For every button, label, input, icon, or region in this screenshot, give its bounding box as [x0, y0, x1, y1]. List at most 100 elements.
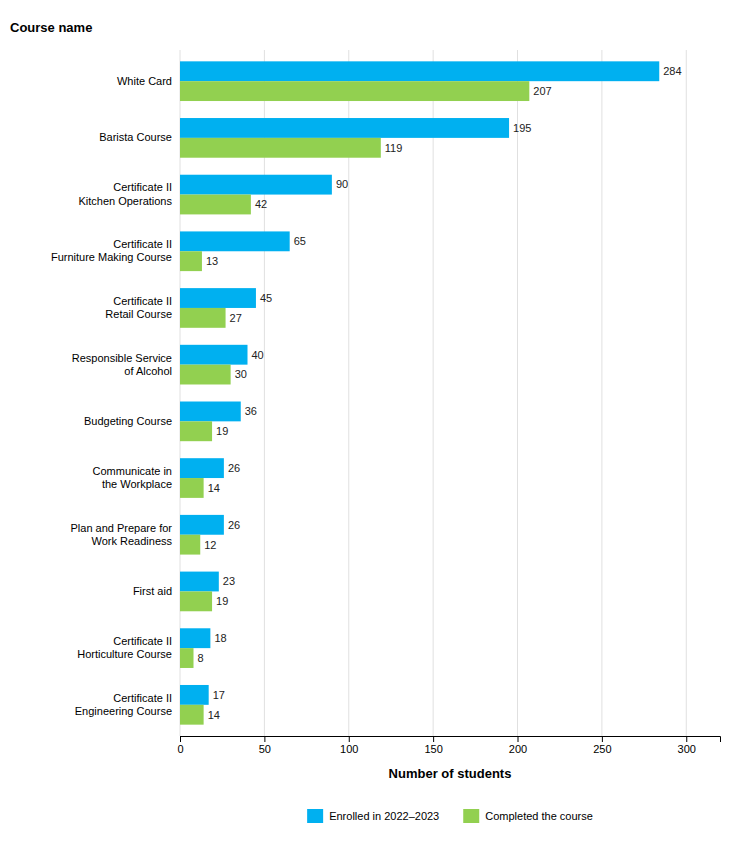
x-tick-label: 50 — [259, 743, 271, 755]
x-tick-mark — [264, 736, 265, 742]
y-tick-label: Responsible Serviceof Alcohol — [72, 352, 172, 377]
bar — [180, 231, 290, 251]
x-tick: 250 — [593, 736, 611, 755]
y-tick: Communicate inthe Workplace — [93, 465, 172, 490]
y-tick-label-line: Engineering Course — [75, 705, 172, 717]
x-tick-label: 100 — [340, 743, 358, 755]
chart: 1718232626364045659019528414819121419302… — [0, 0, 750, 851]
bar — [180, 61, 659, 81]
grid-line — [433, 50, 434, 736]
bar — [180, 421, 212, 441]
x-tick: 100 — [340, 736, 358, 755]
data-label: 90 — [336, 178, 348, 190]
bar — [180, 458, 224, 478]
y-tick-label: Certificate IIRetail Course — [105, 295, 172, 320]
y-tick: Certificate IIRetail Course — [105, 295, 172, 320]
legend-item: Completed the course — [463, 809, 593, 823]
bar-series — [180, 61, 659, 704]
bar — [180, 648, 194, 668]
legend: Enrolled in 2022–2023 Completed the cours… — [307, 809, 593, 823]
x-tick-mark — [349, 736, 350, 742]
bar — [180, 308, 226, 328]
y-tick-label: Certificate IIEngineering Course — [75, 692, 172, 717]
data-label: 40 — [252, 349, 264, 361]
data-label: 42 — [255, 198, 267, 210]
y-tick-label-line: Certificate II — [113, 238, 172, 250]
bar — [180, 591, 212, 611]
x-tick-label: 0 — [177, 743, 183, 755]
data-label: 18 — [214, 632, 226, 644]
data-label: 8 — [198, 652, 204, 664]
x-tick: 150 — [424, 736, 442, 755]
grid-line — [517, 50, 518, 736]
grid-line — [601, 50, 602, 736]
bar — [180, 288, 256, 308]
data-label: 45 — [260, 292, 272, 304]
data-label: 207 — [533, 85, 551, 97]
y-tick: First aid — [133, 585, 172, 597]
y-tick-label-line: Horticulture Course — [77, 648, 172, 660]
data-label: 284 — [663, 65, 681, 77]
y-tick-label-line: Budgeting Course — [84, 415, 172, 427]
y-tick-label-line: Certificate II — [113, 181, 172, 193]
y-tick-label-line: Kitchen Operations — [78, 195, 172, 207]
y-tick: Certificate IIEngineering Course — [75, 692, 172, 717]
data-label: 30 — [235, 368, 247, 380]
grid — [180, 50, 686, 736]
y-tick-label-line: White Card — [117, 75, 172, 87]
data-label: 14 — [208, 482, 220, 494]
x-tick-label: 300 — [678, 743, 696, 755]
bar — [180, 402, 241, 422]
bar-series — [180, 81, 529, 724]
y-tick: Barista Course — [99, 131, 172, 143]
y-tick: Responsible Serviceof Alcohol — [72, 352, 172, 377]
data-label: 65 — [294, 235, 306, 247]
y-tick-label-line: Work Readiness — [92, 535, 173, 547]
y-tick-label-line: Certificate II — [113, 692, 172, 704]
y-tick-label: Certificate IIFurniture Making Course — [51, 238, 172, 263]
bar — [180, 572, 219, 592]
legend-swatch — [307, 809, 323, 823]
y-tick: Certificate IIFurniture Making Course — [51, 238, 172, 263]
x-tick: 300 — [678, 736, 696, 755]
y-tick: White Card — [117, 75, 172, 87]
bars — [180, 61, 659, 724]
bar — [180, 365, 231, 385]
data-label: 27 — [230, 312, 242, 324]
data-label: 19 — [216, 425, 228, 437]
x-tick-mark — [433, 736, 434, 742]
y-tick: Certificate II Kitchen Operations — [78, 181, 172, 206]
y-tick-label: Certificate II Kitchen Operations — [78, 181, 172, 206]
y-tick-label-line: Retail Course — [105, 308, 172, 320]
y-tick-label: Budgeting Course — [84, 415, 172, 427]
y-tick-label-line: Communicate in — [93, 465, 172, 477]
plot-area: 1718232626364045659019528414819121419302… — [10, 20, 721, 781]
y-tick-label-line: of Alcohol — [124, 365, 172, 377]
data-label: 19 — [216, 595, 228, 607]
data-label: 13 — [206, 255, 218, 267]
x-tick: 200 — [509, 736, 527, 755]
y-tick-label-line: Plan and Prepare for — [70, 522, 172, 534]
data-label: 12 — [204, 539, 216, 551]
legend-item: Enrolled in 2022–2023 — [307, 809, 439, 823]
y-tick-label-line: Furniture Making Course — [51, 251, 172, 263]
data-label: 195 — [513, 122, 531, 134]
y-tick-label: Plan and Prepare forWork Readiness — [70, 522, 172, 547]
legend-swatch — [463, 809, 479, 823]
y-tick-label: White Card — [117, 75, 172, 87]
legend-label: Completed the course — [485, 810, 593, 822]
data-label: 14 — [208, 709, 220, 721]
y-tick: Certificate IIHorticulture Course — [77, 635, 172, 660]
x-tick-mark — [686, 736, 687, 742]
x-axis-title: Number of students — [389, 766, 512, 781]
y-tick-label: First aid — [133, 585, 172, 597]
data-label: 36 — [245, 405, 257, 417]
x-axis: 0 50 100 150 200 250 300 — [177, 736, 720, 755]
x-tick-mark — [180, 736, 181, 742]
y-tick-label-line: First aid — [133, 585, 172, 597]
y-tick-label-line: Certificate II — [113, 635, 172, 647]
bar — [180, 705, 204, 725]
data-labels: 1718232626364045659019528414819121419302… — [198, 65, 682, 720]
bar — [180, 535, 200, 555]
bar — [180, 251, 202, 271]
